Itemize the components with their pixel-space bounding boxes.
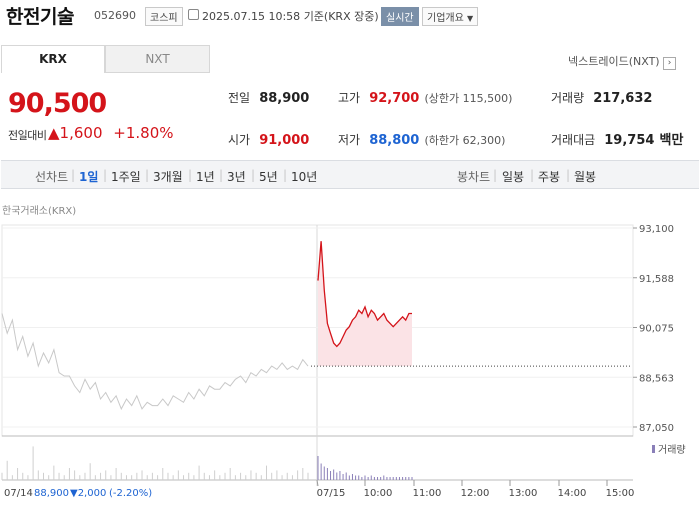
- tab-nxt[interactable]: NXT: [105, 45, 210, 73]
- stat-open: 시가 91,000: [228, 133, 310, 148]
- market-badge: 코스피: [145, 7, 183, 26]
- candle-monthly[interactable]: 월봉: [574, 170, 597, 184]
- prev-day-line: [1, 313, 309, 411]
- today-area-fill: [318, 241, 412, 367]
- period-1d[interactable]: 1일: [79, 170, 99, 184]
- chevron-right-icon: ›: [663, 57, 677, 70]
- data-source: 한국거래소(KRX): [2, 206, 77, 217]
- candle-weekly[interactable]: 주봉: [538, 170, 561, 184]
- prev-day-close: 88,900: [34, 488, 69, 499]
- x-tick-label: 11:00: [413, 488, 442, 499]
- stat-volume: 거래량 217,632: [551, 91, 653, 106]
- volume-legend-icon: [652, 445, 655, 453]
- x-tick-label: 15:00: [606, 488, 635, 499]
- candle-daily[interactable]: 일봉: [502, 170, 525, 184]
- x-tick-label: 10:00: [364, 488, 393, 499]
- stat-low: 저가 88,800 (하한가 62,300): [338, 133, 506, 148]
- change-label: 전일대비: [8, 129, 47, 142]
- stat-high: 고가 92,700 (상한가 115,500): [338, 91, 513, 106]
- quote-datetime: 2025.07.15 10:58 기준(KRX 장중): [202, 10, 379, 23]
- x-tick-label: 14:00: [558, 488, 587, 499]
- candle-chart-label: 봉차트: [457, 170, 491, 184]
- period-1w[interactable]: 1주일: [111, 170, 141, 184]
- stat-amount: 거래대금 19,754 백만: [551, 133, 684, 148]
- current-price: 90,500: [8, 88, 107, 119]
- company-info-button[interactable]: 기업개요 ▼: [422, 7, 479, 26]
- y-tick-label: 90,075: [639, 324, 674, 335]
- nextrade-link[interactable]: 넥스트레이드(NXT) ›: [568, 53, 677, 70]
- period-3m[interactable]: 3개월: [153, 170, 183, 184]
- volume-legend-label: 거래량: [658, 444, 686, 456]
- period-10y[interactable]: 10년: [291, 170, 318, 184]
- x-tick-mark: [316, 479, 319, 487]
- stock-name: 한전기술: [6, 6, 74, 28]
- prev-day-date: 07/14: [4, 488, 33, 499]
- y-tick-label: 93,100: [639, 224, 674, 235]
- stock-code: 052690: [94, 9, 136, 22]
- prev-day-change-pct: (-2.20%): [109, 488, 152, 499]
- period-3y[interactable]: 3년: [227, 170, 246, 184]
- prev-day-change: ▼2,000: [70, 488, 106, 499]
- clock-icon: [188, 9, 199, 20]
- line-chart-label: 선차트: [35, 170, 69, 184]
- y-tick-label: 91,588: [639, 274, 674, 285]
- x-tick-label: 13:00: [509, 488, 538, 499]
- stat-prev: 전일 88,900: [228, 91, 310, 106]
- x-tick-label: 07/15: [317, 488, 346, 499]
- tab-krx[interactable]: KRX: [1, 45, 105, 73]
- price-change: ▲1,600 +1.80%: [48, 124, 174, 142]
- period-5y[interactable]: 5년: [259, 170, 278, 184]
- realtime-badge[interactable]: 실시간: [381, 7, 419, 26]
- x-tick-label: 12:00: [461, 488, 490, 499]
- y-tick-label: 87,050: [639, 423, 674, 434]
- up-arrow-icon: ▲: [48, 124, 60, 142]
- period-bar: 선차트 | 1일 | 1주일 | 3개월 | 1년 | 3년 | 5년 | 10…: [1, 160, 699, 189]
- y-tick-label: 88,563: [639, 373, 674, 384]
- today-line: [317, 241, 412, 348]
- chevron-down-icon: ▼: [467, 14, 474, 23]
- period-1y[interactable]: 1년: [196, 170, 215, 184]
